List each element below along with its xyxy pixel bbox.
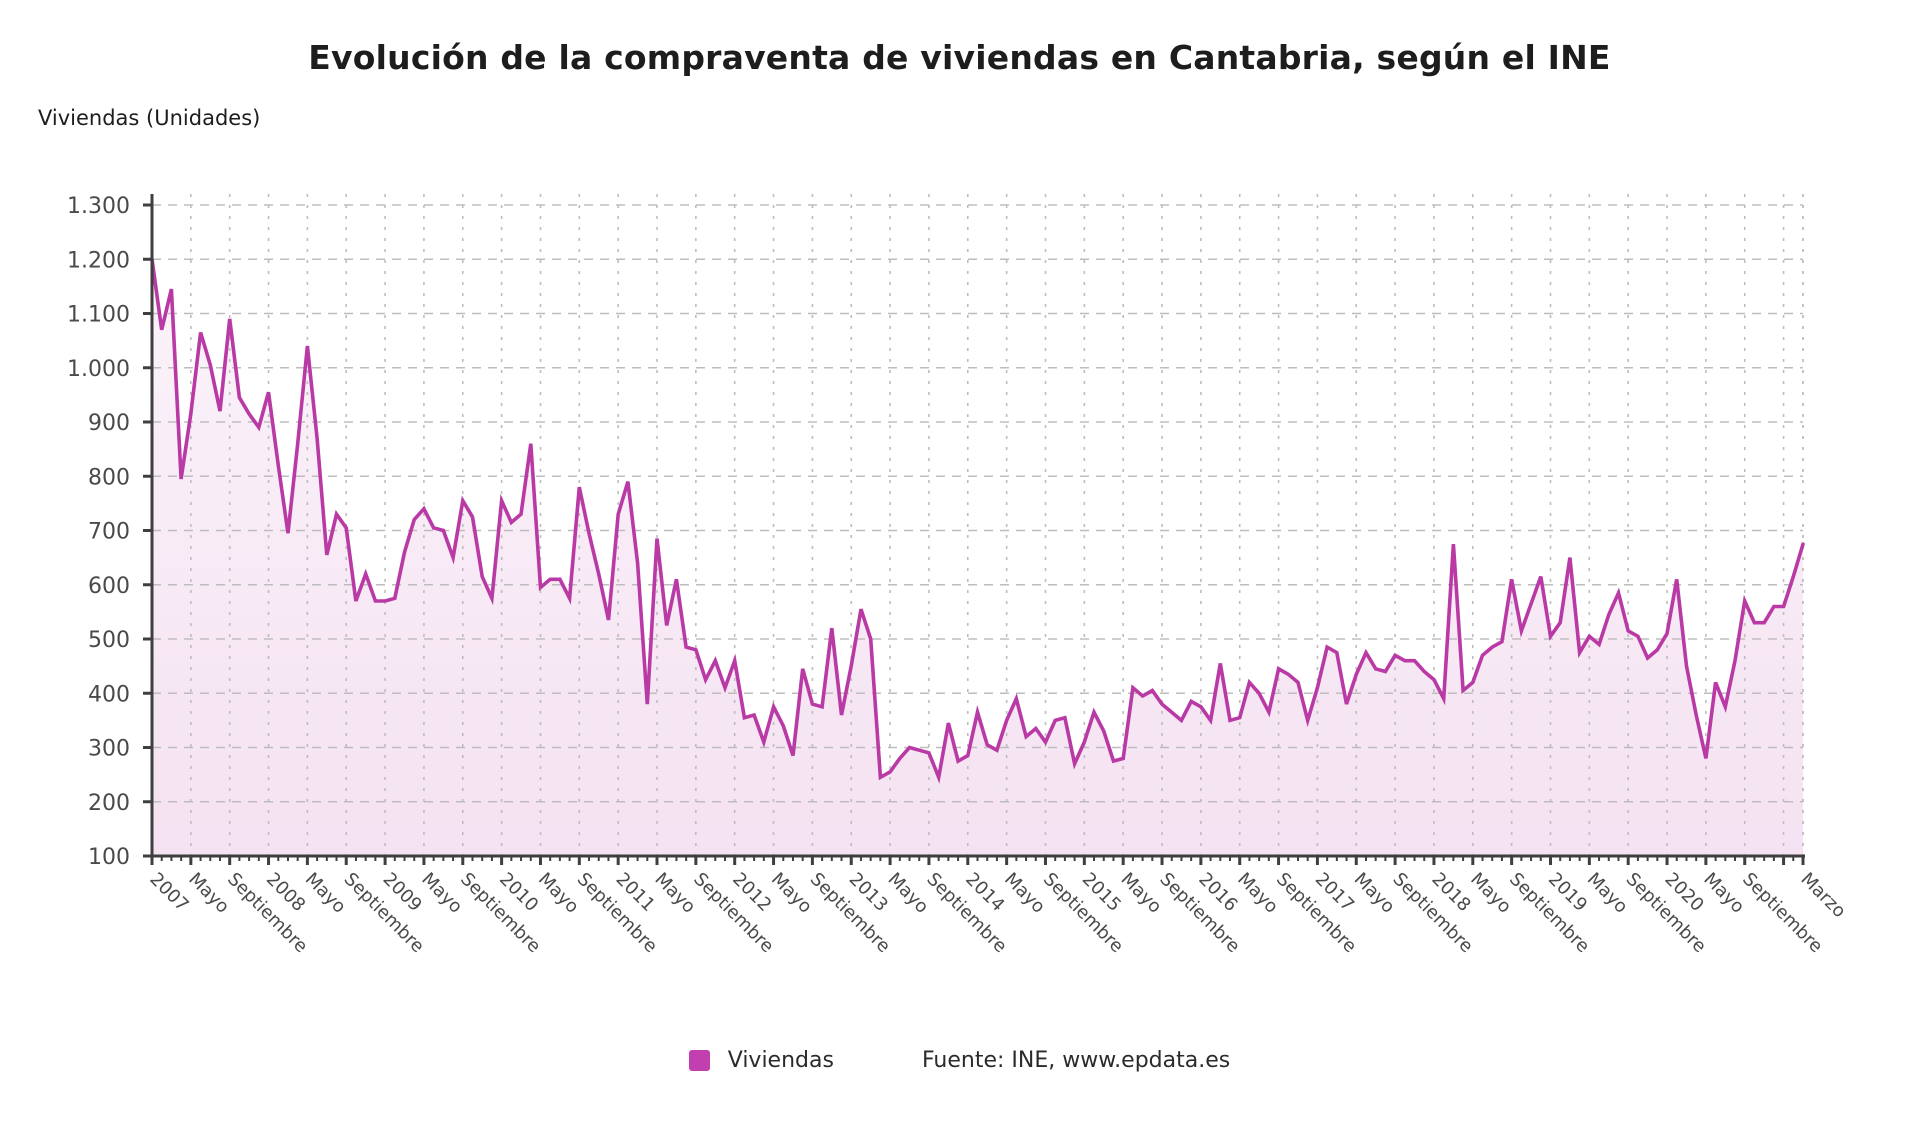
x-tick-label: Mayo [1233,869,1282,918]
y-tick-label: 1.000 [67,357,130,382]
x-tick-label: Mayo [884,869,933,918]
legend: Viviendas Fuente: INE, www.epdata.es [0,1040,1919,1080]
x-tick-label: 2007 [145,869,192,916]
x-tick-label: Mayo [1699,869,1748,918]
x-tick-label: Mayo [650,869,699,918]
x-tick-label: Mayo [301,869,350,918]
y-tick-label: 700 [88,520,130,545]
y-axis-title: Viviendas (Unidades) [38,106,261,130]
source-text: Fuente: INE, www.epdata.es [921,1047,1231,1073]
y-tick-label: 400 [88,682,130,707]
y-tick-label: 800 [88,465,130,490]
y-tick-label: 1.300 [67,194,130,219]
x-tick-label: Mayo [1583,869,1632,918]
y-tick-label: 900 [88,411,130,436]
y-tick-label: 500 [88,628,130,653]
x-tick-label: Mayo [1466,869,1515,918]
x-tick-label: Marzo [1796,869,1849,922]
y-tick-label: 1.200 [67,248,130,273]
x-tick-label: Mayo [184,869,233,918]
x-tick-label: Mayo [534,869,583,918]
x-tick-label: Mayo [1350,869,1399,918]
y-tick-label: 200 [88,791,130,816]
y-tick-label: 1.100 [67,303,130,328]
series-line-viviendas [150,257,1805,784]
y-tick-label: 300 [88,737,130,762]
legend-swatch-viviendas [688,1049,710,1071]
x-tick-label: Mayo [767,869,816,918]
x-tick-label: Mayo [417,869,466,918]
y-tick-label: 600 [88,574,130,599]
series-area [152,259,1803,856]
x-tick-label: Mayo [1117,869,1166,918]
y-tick-label: 100 [88,845,130,870]
x-tick-label: Mayo [1000,869,1049,918]
page-title: Evolución de la compraventa de viviendas… [308,38,1611,77]
legend-label-viviendas: Viviendas [727,1047,834,1073]
